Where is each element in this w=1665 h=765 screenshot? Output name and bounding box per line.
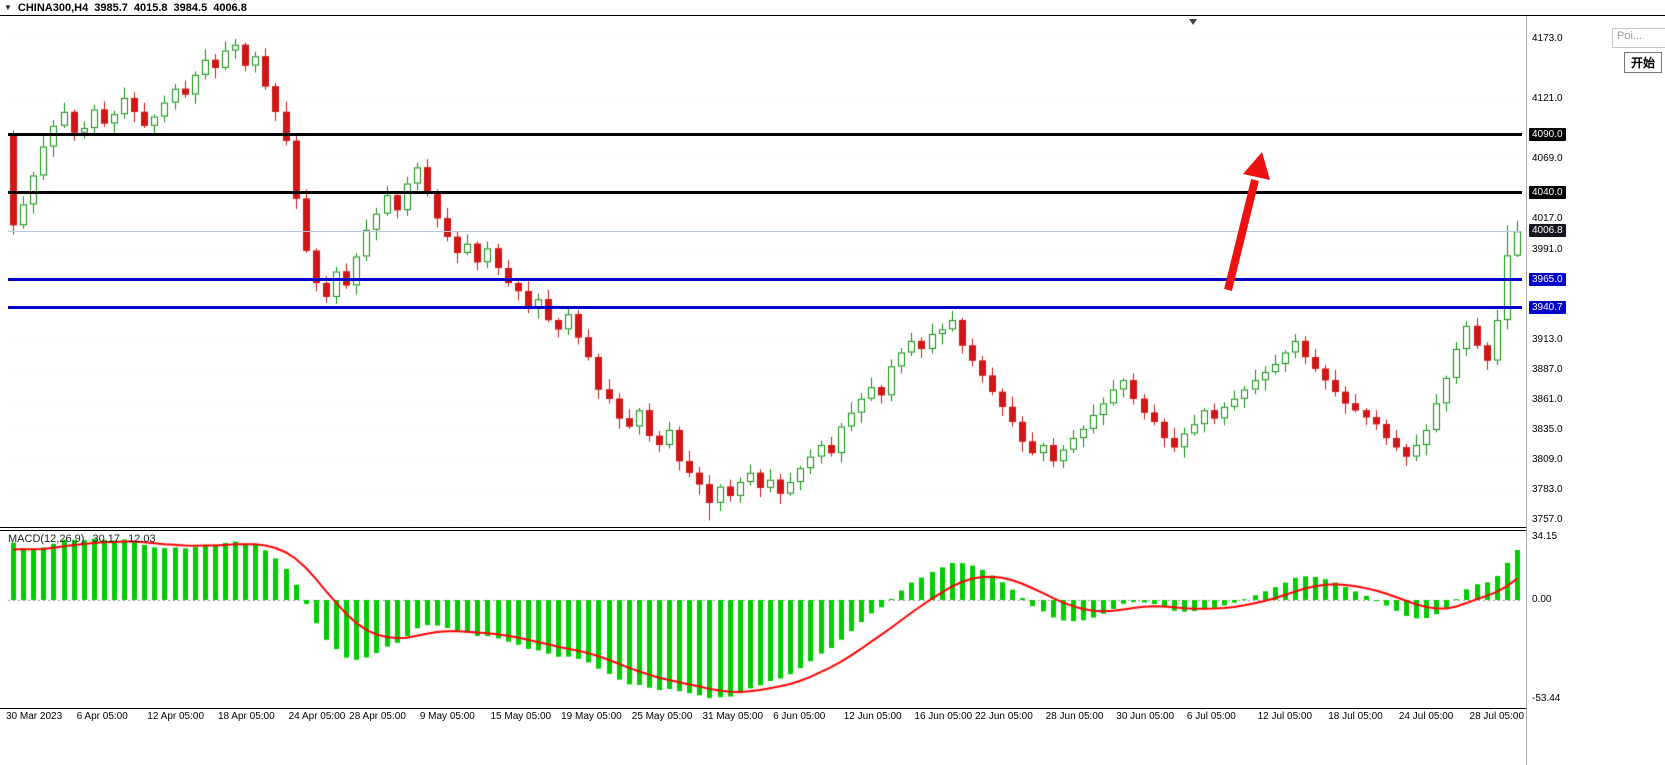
time-axis-label: 22 Jun 05:00 xyxy=(974,711,1033,722)
macd-name: MACD(12,26,9) xyxy=(8,533,85,545)
time-axis-label: 25 May 05:00 xyxy=(631,711,693,722)
price-axis[interactable]: 4173.0 4121.0 4069.0 4017.0 3991.0 3913.0 3887… xyxy=(1526,0,1597,765)
time-axis-label: 30 Jun 05:00 xyxy=(1116,711,1175,722)
price-tag-3940.7: 3940.7 xyxy=(1529,300,1566,314)
time-axis-label: 6 Jul 05:00 xyxy=(1186,711,1236,722)
price-axis-label: 3913.0 xyxy=(1532,333,1563,345)
time-axis-label: 28 Apr 05:00 xyxy=(349,711,406,722)
chart-title-bar: ▼ CHINA300,H4 3985.7 4015.8 3984.5 4006.… xyxy=(0,0,1665,16)
symbol-period-label: CHINA300,H4 xyxy=(17,1,89,14)
price-axis-label: 3783.0 xyxy=(1532,484,1563,496)
time-axis-label: 30 Mar 2023 xyxy=(6,711,63,722)
time-axis-label: 18 Jul 05:00 xyxy=(1328,711,1383,722)
price-axis-label: 4069.0 xyxy=(1532,153,1563,165)
time-axis-label: 28 Jun 05:00 xyxy=(1045,711,1104,722)
price-axis-label: 3887.0 xyxy=(1532,363,1563,375)
price-tag-4006.8: 4006.8 xyxy=(1529,224,1566,238)
time-axis-separator xyxy=(0,708,1526,709)
time-axis-label: 24 Jul 05:00 xyxy=(1398,711,1454,722)
panel-separator[interactable] xyxy=(0,527,1526,531)
price-axis-label: 3861.0 xyxy=(1532,393,1563,405)
price-tag-3965.0: 3965.0 xyxy=(1529,272,1566,286)
time-axis-label: 18 Apr 05:00 xyxy=(217,711,275,722)
macd-axis-label: 0.00 xyxy=(1532,594,1552,605)
macd-signal-value: 12.03 xyxy=(128,533,156,545)
macd-axis-label: 34.15 xyxy=(1532,531,1558,542)
time-axis-label: 12 Apr 05:00 xyxy=(147,711,205,722)
price-axis-label: 4121.0 xyxy=(1532,93,1563,105)
quote-low: 3984.5 xyxy=(173,1,208,14)
time-axis-label: 6 Jun 05:00 xyxy=(773,711,826,722)
chart-shift-marker-icon[interactable] xyxy=(1189,19,1197,25)
price-axis-label: 3809.0 xyxy=(1532,454,1563,466)
price-axis-label: 3835.0 xyxy=(1532,423,1563,435)
macd-axis-label: -53.44 xyxy=(1532,693,1561,704)
quote-open: 3985.7 xyxy=(94,1,128,14)
time-axis-label: 6 Apr 05:00 xyxy=(76,711,128,722)
price-axis-label: 4173.0 xyxy=(1532,32,1563,44)
time-axis[interactable]: 30 Mar 2023 6 Apr 05:00 12 Apr 05:00 18 Apr… xyxy=(0,711,1526,727)
time-axis-label: 9 May 05:00 xyxy=(419,711,475,722)
time-axis-label: 31 May 05:00 xyxy=(702,711,764,722)
trend-arrow-annotation[interactable] xyxy=(1208,148,1288,308)
macd-indicator-label: MACD(12,26,9) 30.17 12.03 xyxy=(8,533,161,545)
symbol-dropdown-icon[interactable]: ▼ xyxy=(4,2,12,12)
time-axis-label: 28 Jul 05:00 xyxy=(1469,711,1525,722)
price-axis-label: 3757.0 xyxy=(1532,514,1563,526)
price-axis-label: 4017.0 xyxy=(1532,213,1563,225)
time-axis-label: 12 Jul 05:00 xyxy=(1257,711,1313,722)
macd-main-value: 30.17 xyxy=(92,533,121,545)
time-axis-label: 19 May 05:00 xyxy=(561,711,622,722)
price-tag-4040.0: 4040.0 xyxy=(1529,185,1566,199)
background-window-text: Poi... xyxy=(1612,28,1665,48)
price-tag-4090.0: 4090.0 xyxy=(1529,127,1566,141)
time-axis-label: 15 May 05:00 xyxy=(490,711,552,722)
price-axis-label: 3991.0 xyxy=(1532,243,1563,255)
quote-high: 4015.8 xyxy=(133,1,168,14)
start-button[interactable]: 开始 xyxy=(1624,52,1663,73)
time-axis-label: 16 Jun 05:00 xyxy=(914,711,973,722)
time-axis-label: 24 Apr 05:00 xyxy=(288,711,346,722)
time-axis-label: 12 Jun 05:00 xyxy=(843,711,902,722)
quote-close: 4006.8 xyxy=(213,1,247,14)
